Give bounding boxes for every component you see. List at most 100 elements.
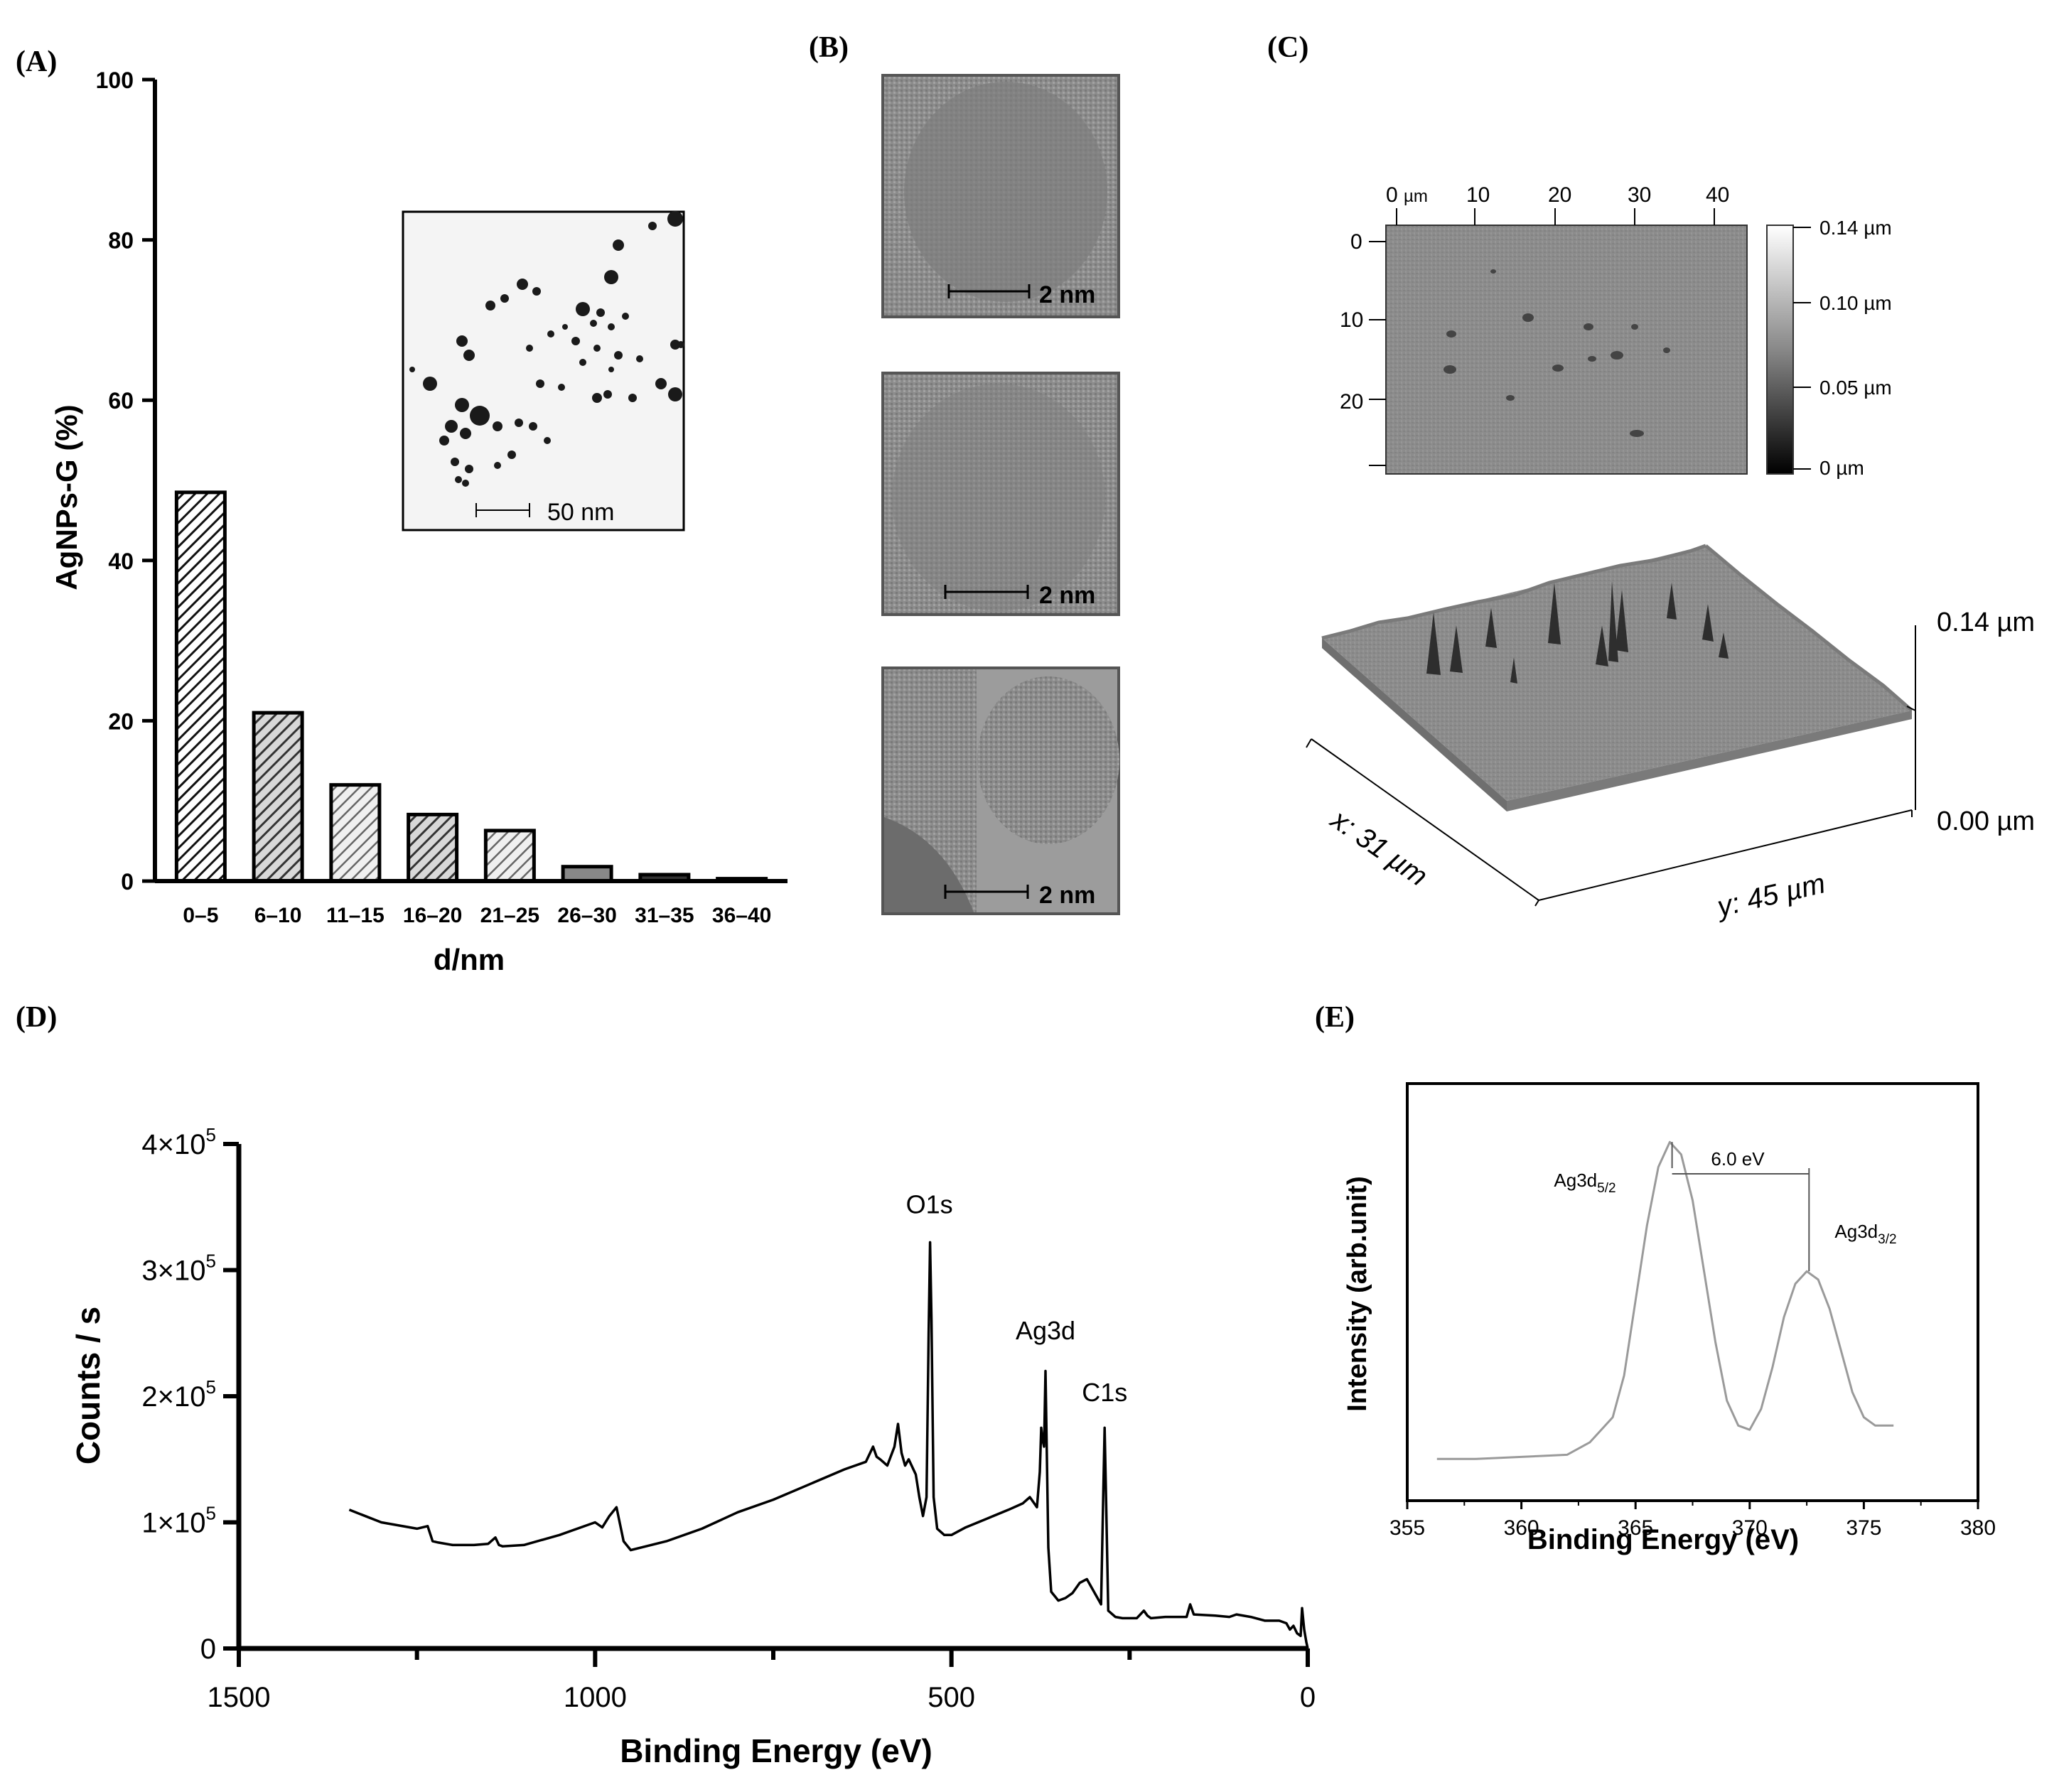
- peak-label-ag3d32: Ag3d3/2: [1834, 1221, 1896, 1247]
- chart-d-ytick-label: 0: [200, 1634, 216, 1665]
- chart-a: 0 20 40 60 80 100 0–5 6–10 11–15 16–20 21–25 26–30 3…: [50, 68, 787, 976]
- chart-d-series-line: [348, 1241, 1309, 1649]
- panel-label-e: (E): [1315, 1001, 1355, 1034]
- bar-26–30: [561, 865, 613, 883]
- peak-label-ag3d32-sub: 3/2: [1878, 1232, 1896, 1247]
- chart-e-ylabel: Intensity (arb.unit): [1343, 1176, 1372, 1411]
- chart-d-ytick-exp: 5: [206, 1503, 216, 1524]
- chart-a-xtick-label: 11–15: [326, 904, 385, 927]
- bar-6–10: [252, 711, 304, 883]
- afm-xtick-10: 10: [1466, 183, 1490, 207]
- chart-a-xtick-label: 26–30: [557, 904, 616, 927]
- panel-label-d: (D): [16, 1001, 57, 1034]
- colorbar-tick-min: 0 µm: [1819, 457, 1864, 479]
- chart-e-xtick-label: 365: [1618, 1516, 1653, 1540]
- chart-d-ytick-exp: 5: [206, 1376, 216, 1398]
- chart-a-xtick-label: 16–20: [403, 904, 462, 927]
- chart-e-frame: [1406, 1082, 1979, 1502]
- afm-xtick-20: 20: [1548, 183, 1571, 207]
- afm-xtick-30: 30: [1628, 183, 1651, 207]
- chart-a-xtick-label: 36–40: [712, 904, 771, 927]
- chart-e-xtick-label: 360: [1504, 1516, 1539, 1540]
- afm-z-max: 0.14 µm: [1937, 608, 2035, 637]
- chart-d-ytick-base: 3×10: [141, 1256, 205, 1287]
- chart-a-xtick-label: 6–10: [254, 904, 302, 927]
- afm-ytick-20: 20: [1340, 390, 1363, 414]
- afm-panel-c: 0 µm 10 20 30 40 0 10 20 0.14 µm 0.10 µm…: [1306, 183, 2035, 923]
- peak-label-ag3d52-main: Ag3d: [1554, 1170, 1597, 1191]
- chart-d-ytick-label: 2×105: [141, 1376, 216, 1413]
- chart-a-ytick-label: 40: [108, 549, 134, 574]
- peak-split-label: 6.0 eV: [1711, 1148, 1765, 1170]
- chart-d-annotation: O1s: [906, 1190, 953, 1219]
- afm-z-min: 0.00 µm: [1937, 806, 2035, 836]
- chart-a-xtick-label: 21–25: [480, 904, 539, 927]
- peak-label-ag3d52: Ag3d5/2: [1554, 1170, 1616, 1196]
- afm-x-unit: µm: [1404, 187, 1428, 206]
- nanoparticles: [409, 211, 684, 487]
- tem-panel-b: 2 nm 2 nm 2 nm: [881, 74, 1120, 915]
- chart-d-ytick-label: 4×105: [141, 1124, 216, 1160]
- chart-d-ytick-label: 1×105: [141, 1503, 216, 1539]
- chart-e-xlabel: Binding Energy (eV): [1527, 1524, 1799, 1555]
- afm-3d-surface: [1321, 544, 1913, 811]
- colorbar-tick-010: 0.10 µm: [1819, 292, 1892, 314]
- chart-a-ytick-label: 100: [96, 68, 134, 93]
- afm-2d-map: [1385, 225, 1748, 475]
- chart-d-xtick-label: 0: [1300, 1682, 1316, 1713]
- tem-image-1: 2 nm: [881, 74, 1120, 318]
- chart-d-xtick-label: 1500: [208, 1682, 271, 1713]
- peak-label-ag3d52-sub: 5/2: [1597, 1181, 1616, 1196]
- chart-d-ytick-exp: 5: [206, 1124, 216, 1145]
- chart-e-series-line: [1436, 1140, 1894, 1460]
- colorbar-tick-005: 0.05 µm: [1819, 377, 1892, 399]
- panel-label-a: (A): [16, 45, 57, 78]
- chart-a-xtick-label: 0–5: [183, 904, 218, 927]
- tem-scalebar-3: 2 nm: [1039, 882, 1095, 909]
- chart-d-ytick-exp: 5: [206, 1251, 216, 1272]
- bar-11–15: [329, 783, 382, 883]
- afm-y-axis-label: y: 45 µm: [1712, 868, 1828, 923]
- panel-label-b: (B): [809, 31, 849, 64]
- bar-0–5: [174, 490, 227, 883]
- colorbar-tick-max: 0.14 µm: [1819, 217, 1892, 239]
- peak-label-ag3d32-main: Ag3d: [1834, 1221, 1878, 1242]
- chart-a-xlabel: d/nm: [434, 943, 505, 976]
- chart-e-xtick-label: 370: [1732, 1516, 1768, 1540]
- chart-d-annotation: C1s: [1082, 1378, 1127, 1407]
- chart-e: 355 360 365 370 375 380 Intensity (arb.unit) …: [1343, 1082, 1996, 1555]
- chart-e-xtick-label: 355: [1389, 1516, 1425, 1540]
- chart-d-ytick-base: 0: [200, 1634, 216, 1665]
- chart-a-ytick-label: 80: [108, 228, 134, 254]
- chart-d-ytick-label: 3×105: [141, 1251, 216, 1287]
- afm-xtick-0: 0: [1386, 183, 1398, 207]
- tem-image-3: 2 nm: [881, 666, 1120, 915]
- chart-e-xtick-label: 375: [1846, 1516, 1881, 1540]
- afm-ytick-0: 0: [1350, 230, 1362, 254]
- afm-x-axis-label: x: 31 µm: [1324, 803, 1433, 892]
- chart-d-ytick-base: 1×10: [141, 1508, 205, 1539]
- tem-inset: 50 nm: [402, 210, 685, 531]
- afm-xtick-40: 40: [1706, 183, 1729, 207]
- panel-label-c: (C): [1267, 31, 1308, 64]
- chart-d-xtick-label: 1000: [564, 1682, 627, 1713]
- tem-scalebar-2: 2 nm: [1039, 582, 1095, 609]
- chart-a-ytick-label: 20: [108, 708, 134, 734]
- chart-d-ytick-base: 2×10: [141, 1381, 205, 1413]
- chart-a-ytick-label: 0: [121, 869, 134, 895]
- chart-d-ytick-base: 4×10: [141, 1129, 205, 1160]
- bar-16–20: [407, 812, 459, 883]
- chart-d-xtick-label: 500: [928, 1682, 975, 1713]
- tem-scalebar-1: 2 nm: [1039, 281, 1095, 308]
- chart-e-xtick-label: 380: [1960, 1516, 1996, 1540]
- chart-a-ylabel: AgNPs-G (%): [50, 404, 83, 590]
- tem-image-2: 2 nm: [881, 372, 1120, 616]
- afm-2d-features: [1444, 269, 1670, 437]
- chart-d-xlabel: Binding Energy (eV): [620, 1732, 932, 1769]
- afm-3d-peaks: [1426, 581, 1729, 684]
- chart-a-xtick-label: 31–35: [635, 904, 694, 927]
- chart-a-ytick-label: 60: [108, 388, 134, 414]
- afm-ytick-10: 10: [1340, 308, 1363, 332]
- bar-21–25: [483, 828, 536, 883]
